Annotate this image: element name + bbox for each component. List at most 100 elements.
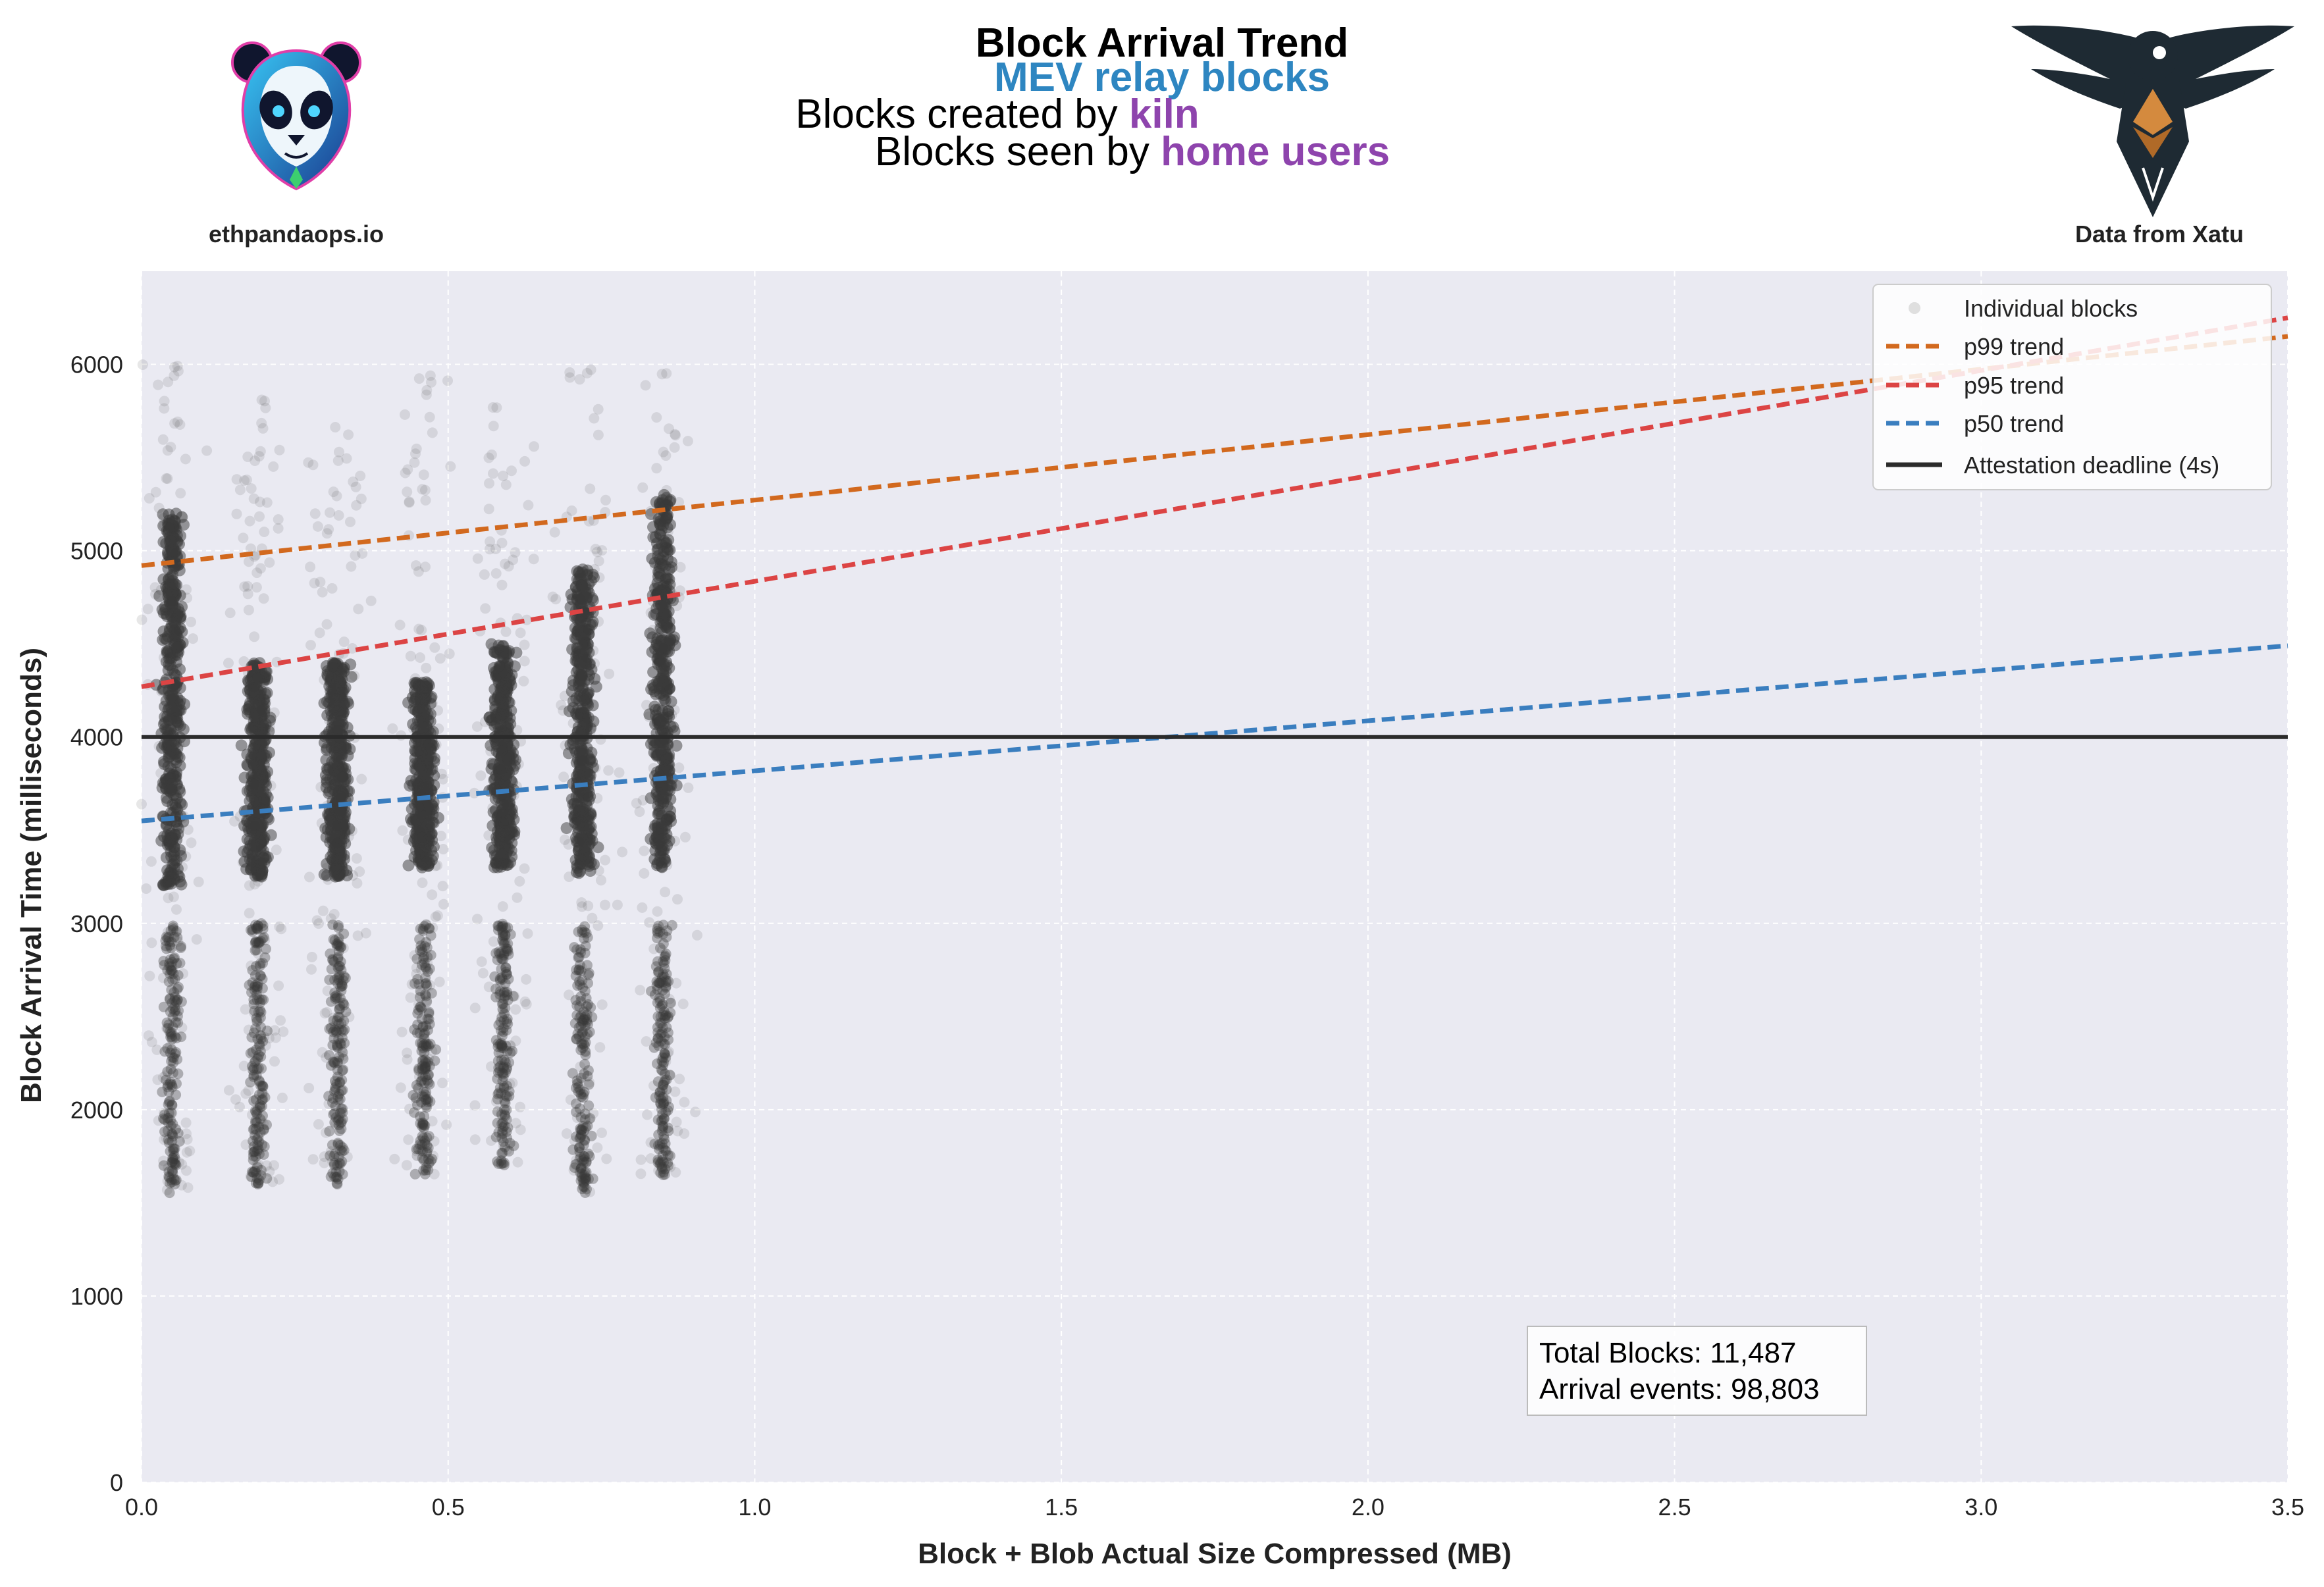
scatter-point: [500, 966, 512, 977]
scatter-point: [250, 820, 260, 831]
x-tick-label: 2.0: [1352, 1494, 1385, 1521]
scatter-point: [309, 508, 321, 519]
scatter-point: [512, 1157, 523, 1168]
scatter-point: [657, 1123, 668, 1134]
scatter-point: [648, 763, 659, 773]
scatter-point: [510, 1004, 521, 1015]
scatter-point: [157, 508, 169, 521]
scatter-point: [167, 1157, 178, 1168]
scatter-point: [672, 894, 683, 905]
scatter-point: [257, 1080, 268, 1091]
scatter-point: [165, 993, 176, 1004]
scatter-point: [171, 1174, 182, 1185]
scatter-point: [182, 824, 194, 835]
scatter-point: [174, 610, 187, 623]
scatter-point: [171, 663, 182, 674]
scatter-point: [485, 536, 496, 547]
scatter-point: [651, 463, 662, 474]
scatter-point: [256, 994, 267, 1005]
scatter-point: [167, 920, 178, 931]
scatter-point: [592, 1142, 603, 1153]
scatter-point: [163, 927, 173, 937]
legend-label-p95: p95 trend: [1964, 372, 2064, 399]
scatter-point: [335, 793, 346, 804]
scatter-point: [253, 1052, 263, 1063]
scatter-point: [156, 686, 167, 697]
scatter-point: [255, 702, 267, 714]
scatter-point: [156, 604, 169, 616]
scatter-point: [171, 769, 182, 780]
scatter-point: [574, 374, 585, 385]
scatter-point: [495, 764, 506, 775]
scatter-point: [161, 931, 172, 943]
scatter-point: [666, 920, 677, 931]
scatter-point: [158, 652, 169, 663]
scatter-point: [170, 1158, 180, 1169]
scatter-point: [328, 662, 339, 673]
scatter-point: [437, 881, 448, 892]
scatter-point: [250, 1178, 261, 1189]
scatter-point: [420, 1156, 431, 1167]
scatter-point: [420, 495, 431, 506]
scatter-point: [164, 1187, 175, 1199]
scatter-point: [249, 985, 260, 996]
scatter-point: [660, 1056, 672, 1067]
scatter-point: [170, 548, 181, 559]
scatter-point: [257, 1094, 268, 1105]
scatter-point: [244, 515, 255, 527]
scatter-point: [323, 874, 333, 885]
scatter-point: [167, 964, 178, 976]
scatter-point: [158, 1001, 169, 1012]
scatter-point: [306, 964, 317, 975]
scatter-point: [177, 862, 188, 873]
scatter-point: [574, 1141, 585, 1151]
scatter-point: [265, 780, 277, 791]
scatter-point: [312, 521, 323, 532]
scatter-point: [658, 513, 669, 525]
scatter-point: [250, 1023, 261, 1034]
scatter-point: [168, 763, 179, 774]
scatter-point: [250, 945, 261, 956]
scatter-point: [655, 821, 668, 834]
scatter-point: [469, 1134, 481, 1145]
scatter-point: [191, 934, 202, 945]
scatter-point: [170, 1158, 181, 1170]
scatter-point: [269, 707, 280, 718]
scatter-point: [167, 1135, 178, 1147]
x-tick-label: 3.0: [1965, 1494, 1997, 1521]
scatter-point: [442, 375, 453, 386]
scatter-point: [248, 1147, 259, 1158]
scatter-point: [163, 1108, 174, 1119]
scatter-point: [166, 1056, 177, 1067]
scatter-point: [167, 738, 180, 750]
scatter-point: [500, 479, 512, 490]
scatter-point: [568, 717, 579, 729]
scatter-point: [341, 825, 352, 836]
scatter-point: [253, 1063, 264, 1074]
scatter-point: [246, 960, 257, 972]
scatter-point: [166, 965, 177, 976]
scatter-point: [498, 799, 510, 810]
scatter-point: [257, 924, 269, 935]
scatter-point: [250, 961, 261, 972]
scatter-point: [246, 987, 257, 998]
scatter-point: [167, 997, 178, 1008]
scatter-point: [164, 958, 175, 969]
scatter-point: [575, 991, 587, 1002]
scatter-point: [664, 544, 675, 556]
scatter-point: [172, 1068, 184, 1080]
scatter-point: [257, 983, 268, 994]
scatter-point: [165, 1006, 176, 1018]
scatter-point: [167, 1033, 178, 1045]
scatter-point: [251, 1012, 262, 1024]
scatter-point: [654, 839, 665, 850]
scatter-point: [255, 935, 266, 947]
scatter-point: [509, 991, 520, 1002]
scatter-point: [162, 1113, 172, 1124]
scatter-point: [250, 1106, 261, 1118]
scatter-point: [273, 514, 284, 525]
scatter-point: [162, 1023, 173, 1034]
scatter-point: [167, 1118, 178, 1130]
scatter-point: [494, 778, 506, 791]
scatter-point: [327, 583, 338, 594]
